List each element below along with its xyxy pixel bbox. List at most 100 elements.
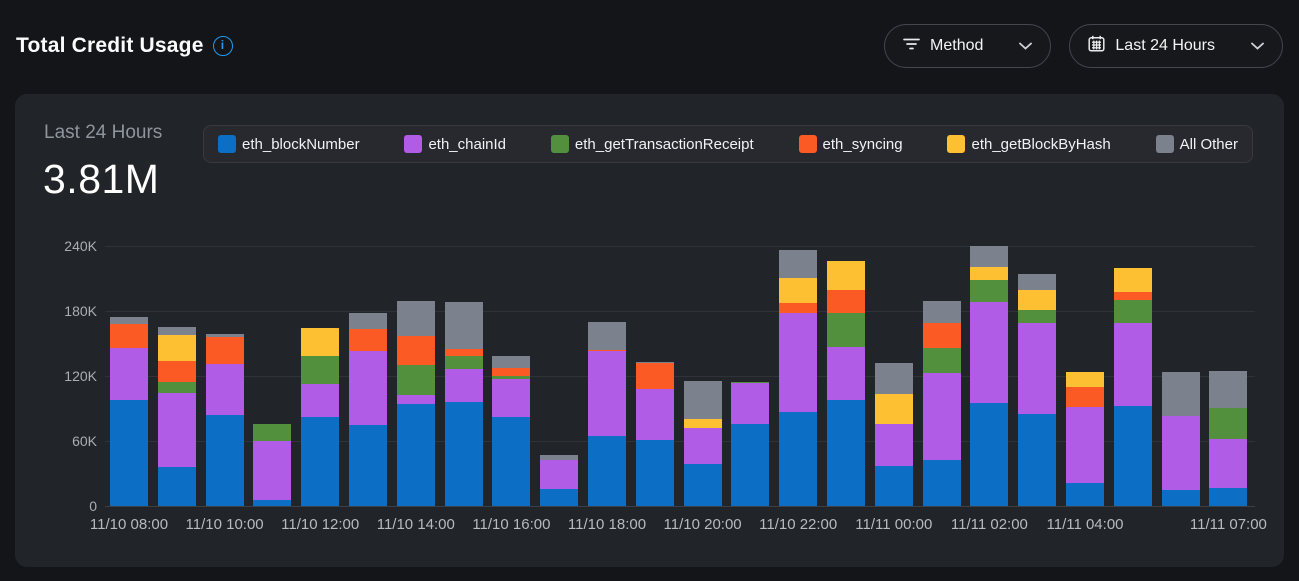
bar-segment-All Other[interactable] xyxy=(110,317,148,324)
bar-segment-eth_syncing[interactable] xyxy=(157,361,196,382)
bar-segment-eth_chainId[interactable] xyxy=(1161,416,1200,490)
bar-segment-eth_syncing[interactable] xyxy=(1113,292,1152,300)
bar-stack-11/10 15:00[interactable] xyxy=(444,302,483,506)
bar-stack-11/10 16:00[interactable] xyxy=(492,356,531,506)
bar-segment-eth_blockNumber[interactable] xyxy=(683,464,722,506)
bar-segment-eth_getTransactionReceipt[interactable] xyxy=(827,313,865,347)
bar-segment-eth_blockNumber[interactable] xyxy=(922,460,961,506)
bar-segment-eth_blockNumber[interactable] xyxy=(396,404,435,506)
bar-segment-eth_blockNumber[interactable] xyxy=(349,425,387,506)
legend-item-All Other[interactable]: All Other xyxy=(1155,135,1238,153)
bar-segment-eth_blockNumber[interactable] xyxy=(253,500,292,506)
bar-segment-All Other[interactable] xyxy=(1209,371,1248,408)
bar-segment-eth_chainId[interactable] xyxy=(253,441,292,500)
bar-stack-11/10 09:00[interactable] xyxy=(157,327,196,506)
bar-segment-eth_blockNumber[interactable] xyxy=(635,440,674,506)
bar-segment-eth_chainId[interactable] xyxy=(349,351,387,425)
bar-segment-All Other[interactable] xyxy=(1018,274,1057,290)
bar-segment-eth_getBlockByHash[interactable] xyxy=(779,278,818,303)
bar-segment-eth_getTransactionReceipt[interactable] xyxy=(253,424,292,441)
bar-segment-All Other[interactable] xyxy=(683,381,722,419)
bar-stack-11/11 07:00[interactable] xyxy=(1209,371,1248,506)
bar-stack-11/10 22:00[interactable] xyxy=(779,250,818,506)
bar-segment-All Other[interactable] xyxy=(444,302,483,349)
bar-segment-eth_blockNumber[interactable] xyxy=(110,400,148,506)
bar-segment-eth_chainId[interactable] xyxy=(157,393,196,467)
bar-segment-eth_blockNumber[interactable] xyxy=(874,466,913,506)
method-filter-dropdown[interactable]: Method xyxy=(884,24,1052,68)
bar-segment-eth_blockNumber[interactable] xyxy=(205,415,244,506)
bar-segment-eth_getTransactionReceipt[interactable] xyxy=(396,365,435,395)
bar-segment-eth_syncing[interactable] xyxy=(110,324,148,348)
bar-stack-11/10 08:00[interactable] xyxy=(110,317,148,506)
bar-stack-11/10 12:00[interactable] xyxy=(301,328,340,506)
bar-segment-All Other[interactable] xyxy=(874,363,913,394)
bar-segment-eth_chainId[interactable] xyxy=(922,373,961,460)
bar-stack-11/10 10:00[interactable] xyxy=(205,334,244,506)
bar-segment-eth_chainId[interactable] xyxy=(444,369,483,402)
bar-segment-eth_blockNumber[interactable] xyxy=(827,400,865,506)
bar-segment-eth_chainId[interactable] xyxy=(1018,323,1057,414)
bar-stack-11/10 11:00[interactable] xyxy=(253,424,292,506)
legend-item-eth_getBlockByHash[interactable]: eth_getBlockByHash xyxy=(947,135,1111,153)
bar-segment-eth_getTransactionReceipt[interactable] xyxy=(970,280,1009,302)
bar-segment-eth_syncing[interactable] xyxy=(205,337,244,364)
bar-segment-eth_blockNumber[interactable] xyxy=(492,417,531,506)
bar-stack-11/10 18:00[interactable] xyxy=(588,322,626,506)
bar-stack-11/11 05:00[interactable] xyxy=(1113,268,1152,506)
bar-segment-eth_getTransactionReceipt[interactable] xyxy=(492,376,531,379)
bar-segment-eth_syncing[interactable] xyxy=(349,329,387,351)
time-range-dropdown[interactable]: Last 24 Hours xyxy=(1069,24,1283,68)
bar-segment-eth_blockNumber[interactable] xyxy=(588,436,626,506)
bar-segment-eth_getTransactionReceipt[interactable] xyxy=(1209,408,1248,439)
bar-segment-eth_chainId[interactable] xyxy=(301,384,340,417)
bar-segment-eth_chainId[interactable] xyxy=(635,389,674,440)
bar-segment-eth_chainId[interactable] xyxy=(970,302,1009,403)
bar-segment-All Other[interactable] xyxy=(349,313,387,329)
bar-segment-eth_blockNumber[interactable] xyxy=(779,412,818,506)
bar-segment-eth_getTransactionReceipt[interactable] xyxy=(731,382,770,383)
bar-segment-All Other[interactable] xyxy=(396,301,435,336)
bar-segment-eth_getTransactionReceipt[interactable] xyxy=(922,348,961,373)
bar-stack-11/10 21:00[interactable] xyxy=(731,382,770,506)
bar-segment-eth_syncing[interactable] xyxy=(779,303,818,313)
bar-stack-11/11 01:00[interactable] xyxy=(922,301,961,506)
bar-stack-11/11 02:00[interactable] xyxy=(970,246,1009,506)
info-icon[interactable]: i xyxy=(212,36,233,56)
bar-segment-eth_getBlockByHash[interactable] xyxy=(1066,372,1104,387)
bar-stack-11/11 04:00[interactable] xyxy=(1066,372,1104,506)
bar-stack-11/10 23:00[interactable] xyxy=(827,261,865,506)
bar-segment-eth_blockNumber[interactable] xyxy=(1113,406,1152,506)
bar-segment-eth_blockNumber[interactable] xyxy=(301,417,340,506)
bar-segment-eth_chainId[interactable] xyxy=(110,348,148,400)
bar-segment-eth_chainId[interactable] xyxy=(1066,407,1104,483)
bar-segment-eth_getBlockByHash[interactable] xyxy=(1018,290,1057,310)
legend-item-eth_chainId[interactable]: eth_chainId xyxy=(404,135,506,153)
bar-segment-eth_syncing[interactable] xyxy=(588,350,626,351)
bar-segment-All Other[interactable] xyxy=(635,362,674,363)
bar-segment-eth_chainId[interactable] xyxy=(683,428,722,464)
bar-segment-All Other[interactable] xyxy=(157,327,196,335)
bar-segment-eth_getBlockByHash[interactable] xyxy=(827,261,865,290)
bar-segment-eth_chainId[interactable] xyxy=(396,395,435,404)
bar-segment-eth_syncing[interactable] xyxy=(396,336,435,365)
bar-segment-eth_syncing[interactable] xyxy=(827,290,865,313)
bar-segment-All Other[interactable] xyxy=(205,334,244,337)
bar-segment-eth_blockNumber[interactable] xyxy=(1018,414,1057,506)
bar-segment-eth_blockNumber[interactable] xyxy=(731,424,770,506)
bar-segment-eth_getBlockByHash[interactable] xyxy=(301,328,340,356)
bar-segment-All Other[interactable] xyxy=(1161,372,1200,416)
bar-segment-eth_getTransactionReceipt[interactable] xyxy=(157,382,196,393)
bar-segment-eth_blockNumber[interactable] xyxy=(1066,483,1104,506)
bar-segment-eth_getBlockByHash[interactable] xyxy=(683,419,722,428)
bar-stack-11/10 14:00[interactable] xyxy=(396,301,435,506)
bar-segment-eth_getTransactionReceipt[interactable] xyxy=(444,356,483,369)
legend-item-eth_blockNumber[interactable]: eth_blockNumber xyxy=(218,135,360,153)
bar-segment-eth_syncing[interactable] xyxy=(922,323,961,348)
bar-segment-eth_chainId[interactable] xyxy=(827,347,865,400)
bar-segment-eth_chainId[interactable] xyxy=(1113,323,1152,406)
bar-segment-eth_getBlockByHash[interactable] xyxy=(874,394,913,424)
bar-segment-eth_getTransactionReceipt[interactable] xyxy=(1113,300,1152,323)
bar-segment-All Other[interactable] xyxy=(779,250,818,278)
bar-segment-eth_getBlockByHash[interactable] xyxy=(970,267,1009,280)
